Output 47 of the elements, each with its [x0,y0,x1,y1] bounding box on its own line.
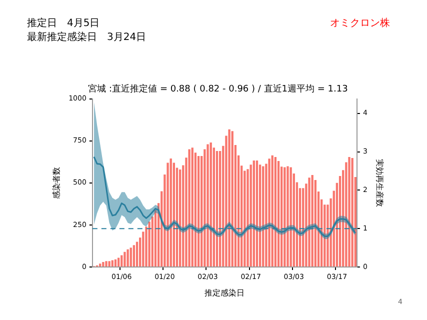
bar [256,160,258,266]
y2-axis-title: 実効再生産数 [375,158,384,207]
bar [114,259,117,266]
bar [130,248,132,266]
bar [124,252,126,266]
bar [286,166,289,266]
bar [308,178,310,266]
bar [262,166,264,266]
bar [105,261,108,266]
bar [136,242,138,266]
bar [271,155,274,266]
bar [170,158,172,266]
bar [99,264,102,266]
bar [108,261,110,266]
bar [120,255,123,266]
chart-title: 宮城 :直近推定値 = 0.88 ( 0.82 - 0.96 ) / 直近1週平均 = 1.13 [88,84,348,95]
bar [216,150,218,266]
bar [102,262,104,266]
bar [348,156,350,266]
bar [250,164,252,266]
text: 最新推定感染日 3月24日 [27,30,146,44]
bar [277,161,280,266]
bar [179,169,182,266]
bar [274,156,277,266]
bar [191,148,194,266]
bar [132,245,136,266]
bar [188,149,190,266]
text: オミクロン株 [330,16,390,30]
bar [351,158,354,266]
bar [311,174,314,266]
text: 推定日 4月5日 [27,16,100,30]
bar [252,160,255,266]
bar [258,164,262,266]
bar [117,258,120,266]
bar [290,167,292,266]
bar [172,162,176,266]
y-axis-title: 感染者数 [52,166,61,199]
bar [166,162,169,266]
bar [197,156,200,266]
bar [284,167,286,266]
bar [228,129,230,266]
bar [126,249,129,266]
bar [268,158,270,266]
bar [206,144,209,266]
bar [231,131,234,266]
x-axis-title: 推定感染日 [204,288,245,298]
bar [210,142,212,266]
